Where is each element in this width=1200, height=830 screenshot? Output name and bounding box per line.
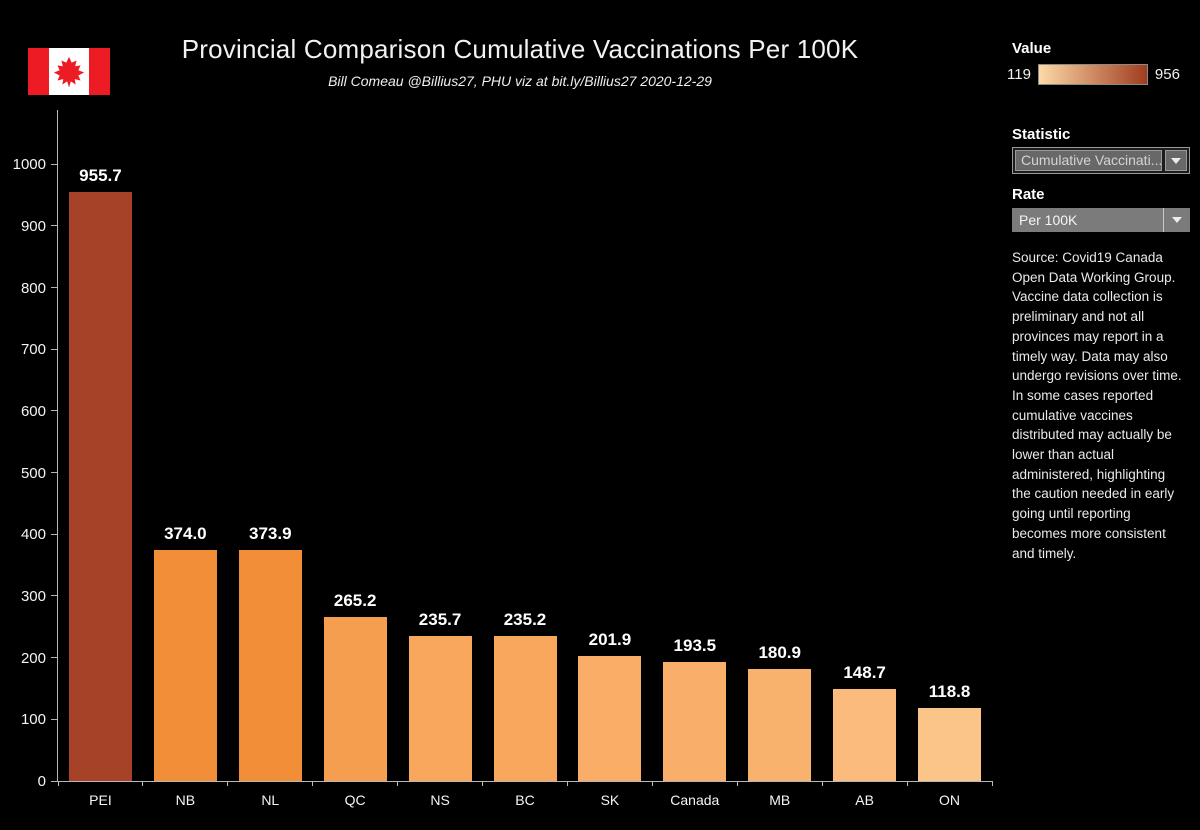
x-axis-tick	[566, 781, 568, 786]
x-axis-tick	[397, 781, 399, 786]
flag-right-stripe	[89, 48, 110, 95]
rate-label: Rate	[1012, 186, 1045, 203]
x-axis-label-NS: NS	[430, 792, 450, 808]
bar-NB[interactable]	[153, 550, 217, 781]
x-axis-label-NB: NB	[175, 792, 196, 808]
bar-AB[interactable]	[833, 689, 897, 781]
y-axis-label: 600	[20, 402, 46, 420]
canada-flag	[28, 48, 110, 95]
x-axis-label-ON: ON	[939, 792, 961, 808]
x-axis-label-SK: SK	[600, 792, 620, 808]
legend-gradient-bar	[1037, 64, 1148, 85]
bar-value-label-QC: 265.2	[333, 591, 377, 611]
y-axis-tick	[51, 533, 57, 535]
x-axis-tick	[651, 781, 653, 786]
x-axis-label-NL: NL	[261, 792, 280, 808]
legend-max-value: 956	[1154, 66, 1180, 83]
statistic-dropdown[interactable]: Cumulative Vaccinati...	[1012, 147, 1190, 174]
y-axis-tick	[51, 410, 57, 412]
bar-QC[interactable]	[323, 617, 387, 781]
bar-MB[interactable]	[748, 669, 812, 781]
y-axis-label: 0	[37, 773, 46, 790]
legend-title: Value	[1012, 40, 1052, 57]
rate-dropdown-value: Per 100K	[1019, 212, 1078, 228]
title-block: Provincial Comparison Cumulative Vaccina…	[120, 34, 920, 89]
bar-value-label-MB: 180.9	[758, 643, 801, 663]
bar-NL[interactable]	[238, 550, 302, 781]
y-axis-tick	[51, 287, 57, 289]
y-axis-label: 200	[20, 649, 46, 667]
y-axis-label: 400	[20, 526, 46, 544]
x-axis-tick	[142, 781, 144, 786]
flag-white-stripe	[49, 48, 89, 95]
x-axis-tick	[906, 781, 908, 786]
x-axis-tick	[821, 781, 823, 786]
y-axis-label: 900	[20, 217, 46, 235]
y-axis-label: 300	[20, 587, 46, 605]
bar-value-label-NB: 374.0	[164, 524, 207, 544]
y-axis-label: 800	[20, 279, 46, 297]
x-axis-label-Canada: Canada	[670, 792, 720, 808]
statistic-label: Statistic	[1012, 126, 1071, 143]
x-axis-tick	[736, 781, 738, 786]
page-subtitle: Bill Comeau @Billius27, PHU viz at bit.l…	[328, 73, 712, 89]
y-axis-tick	[51, 780, 57, 782]
x-axis-label-QC: QC	[344, 792, 366, 808]
bar-value-label-PEI: 955.7	[79, 165, 122, 185]
statistic-dropdown-value: Cumulative Vaccinati...	[1015, 150, 1162, 171]
legend-min-value: 119	[1007, 66, 1031, 83]
y-axis-tick	[51, 472, 57, 474]
x-axis-tick	[227, 781, 229, 786]
color-legend: 119 956	[1007, 64, 1180, 85]
maple-leaf-icon	[53, 56, 85, 88]
bar-NS[interactable]	[408, 635, 472, 781]
x-axis-tick	[57, 781, 59, 786]
x-axis-tick	[312, 781, 314, 786]
source-note: Source: Covid19 Canada Open Data Working…	[1012, 250, 1182, 561]
x-axis-label-MB: MB	[769, 792, 791, 808]
bar-value-label-SK: 201.9	[588, 630, 632, 650]
y-axis-tick	[51, 163, 57, 165]
y-axis-label: 1000	[12, 156, 46, 174]
page-title: Provincial Comparison Cumulative Vaccina…	[181, 34, 859, 64]
bar-value-label-ON: 118.8	[928, 681, 971, 701]
x-axis-tick	[991, 781, 993, 786]
x-axis-label-AB: AB	[855, 792, 874, 808]
bar-value-label-AB: 148.7	[843, 663, 886, 683]
x-axis-label-BC: BC	[515, 792, 535, 808]
x-axis-tick	[482, 781, 484, 786]
y-axis-label: 700	[20, 341, 46, 359]
bar-SK[interactable]	[578, 656, 642, 781]
flag-left-stripe	[28, 48, 49, 95]
y-axis-tick	[51, 657, 57, 659]
bar-value-label-Canada: 193.5	[673, 635, 717, 655]
y-axis-tick	[51, 718, 57, 720]
bar-Canada[interactable]	[663, 661, 727, 781]
y-axis-tick	[51, 348, 57, 350]
chevron-down-icon[interactable]	[1163, 208, 1190, 232]
bar-chart-plot: 0 100 200 300 400 500 600 700 800 900 1000 955.7 PEI…	[13, 110, 993, 808]
bar-value-label-NS: 235.7	[418, 609, 462, 629]
bar-ON[interactable]	[918, 707, 982, 781]
bar-BC[interactable]	[493, 635, 557, 781]
bar-value-label-BC: 235.2	[503, 609, 547, 629]
bar-PEI[interactable]	[68, 191, 132, 781]
x-axis-label-PEI: PEI	[89, 792, 112, 808]
y-axis-tick	[51, 225, 57, 227]
bar-value-label-NL: 373.9	[248, 524, 292, 544]
y-axis-label: 500	[20, 464, 46, 482]
rate-dropdown[interactable]: Per 100K	[1012, 208, 1190, 232]
chevron-down-icon[interactable]	[1165, 150, 1187, 171]
y-axis-tick	[51, 595, 57, 597]
y-axis-label: 100	[20, 711, 46, 729]
